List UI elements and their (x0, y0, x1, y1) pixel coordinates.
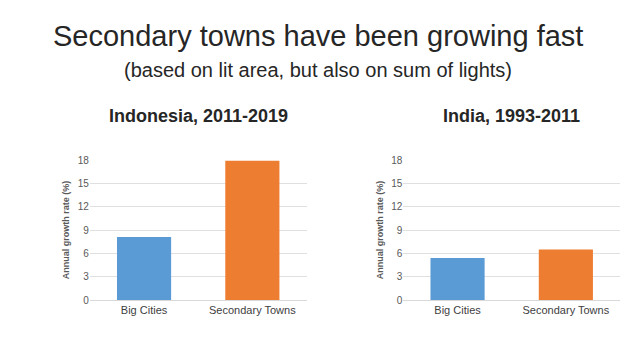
svg-text:18: 18 (391, 155, 403, 166)
svg-text:18: 18 (78, 155, 90, 166)
svg-text:Annual growth rate (%): Annual growth rate (%) (61, 181, 71, 280)
svg-text:0: 0 (83, 295, 89, 306)
svg-text:0: 0 (397, 295, 403, 306)
svg-text:Big Cities: Big Cities (434, 304, 481, 316)
svg-text:3: 3 (397, 271, 403, 282)
svg-text:9: 9 (397, 225, 403, 236)
svg-text:Annual growth rate (%): Annual growth rate (%) (375, 181, 385, 280)
svg-text:Secondary Towns: Secondary Towns (523, 304, 610, 316)
svg-text:12: 12 (391, 201, 403, 212)
svg-text:9: 9 (83, 225, 89, 236)
svg-text:6: 6 (397, 248, 403, 259)
svg-text:(based on lit area, but also o: (based on lit area, but also on sum of l… (124, 59, 512, 81)
svg-text:Secondary towns have been grow: Secondary towns have been growing fast (53, 20, 583, 52)
svg-text:Big Cities: Big Cities (121, 304, 168, 316)
svg-text:6: 6 (83, 248, 89, 259)
svg-text:India, 1993-2011: India, 1993-2011 (443, 106, 580, 126)
svg-text:Secondary Towns: Secondary Towns (209, 304, 296, 316)
svg-text:15: 15 (78, 178, 90, 189)
svg-text:3: 3 (83, 271, 89, 282)
svg-text:12: 12 (78, 201, 90, 212)
svg-text:Indonesia, 2011-2019: Indonesia, 2011-2019 (109, 106, 288, 126)
svg-text:15: 15 (391, 178, 403, 189)
